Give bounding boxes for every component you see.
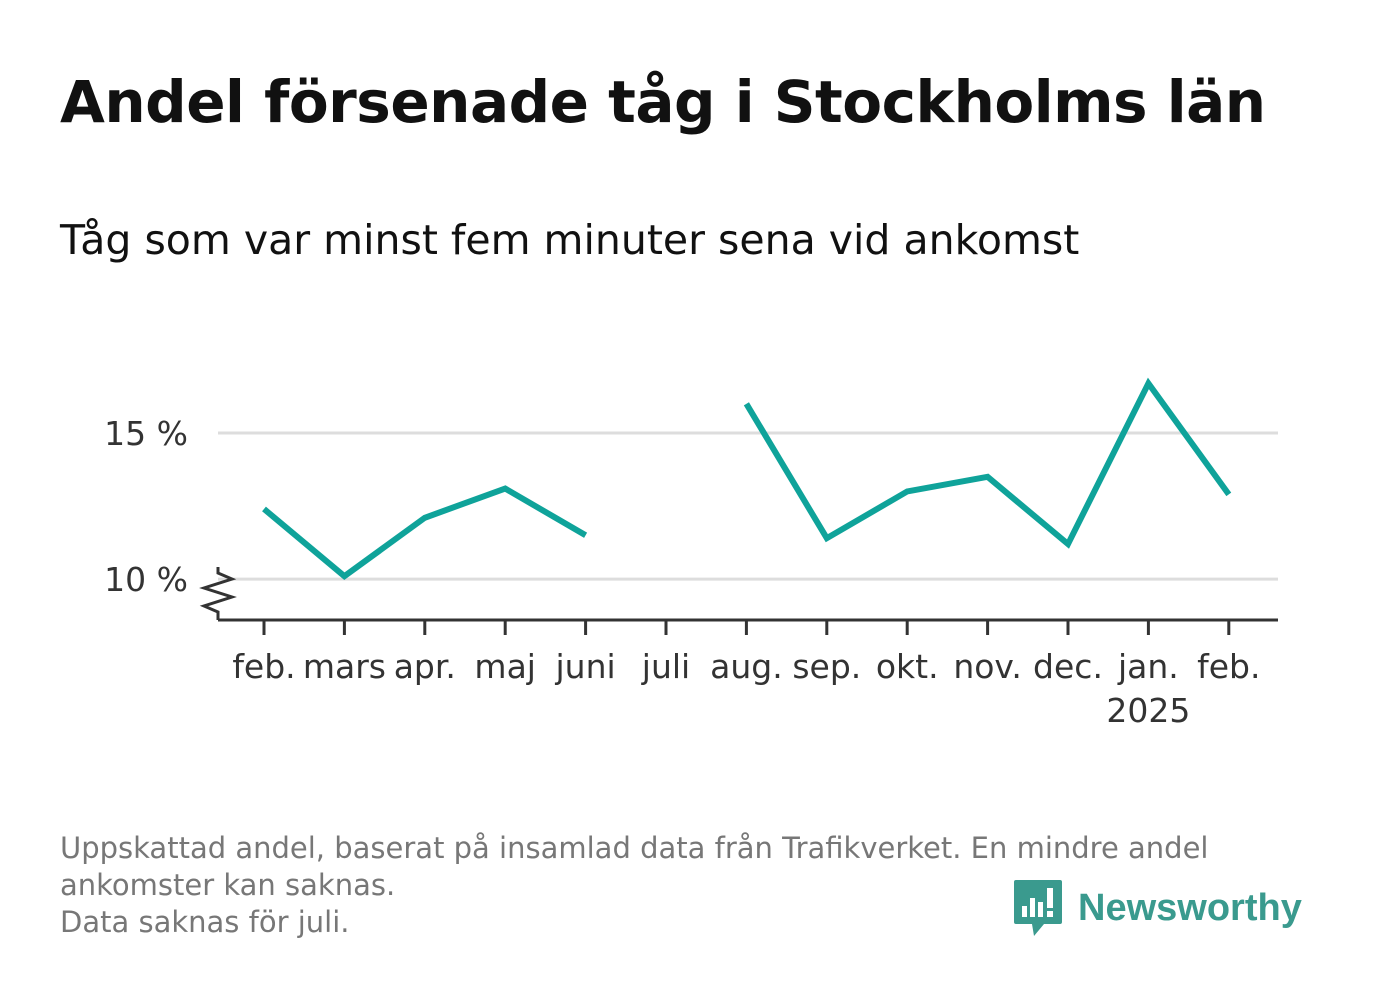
data-point bbox=[502, 486, 508, 492]
data-point bbox=[824, 535, 830, 541]
axis-break-mark bbox=[199, 567, 237, 620]
x-tick-label: maj bbox=[474, 647, 536, 686]
data-point bbox=[583, 532, 589, 538]
x-tick-label: feb. bbox=[1197, 647, 1260, 686]
data-point bbox=[743, 401, 749, 407]
data-point bbox=[985, 474, 991, 480]
grid-layer bbox=[218, 431, 1278, 581]
label-layer: 10 %15 %feb. mars apr. maj juni juli aug. sep. o… bbox=[104, 414, 1260, 730]
data-point bbox=[1065, 541, 1071, 547]
x-tick-label: sep. bbox=[792, 647, 861, 686]
footnote-line-2: ankomster kan saknas. bbox=[60, 868, 396, 902]
axis-layer bbox=[199, 567, 1278, 635]
data-point bbox=[422, 515, 428, 521]
x-tick-label: aug. bbox=[710, 647, 783, 686]
x-tick-label: juli bbox=[641, 647, 690, 686]
brand-name: Newsworthy bbox=[1078, 886, 1302, 929]
x-tick-label: mars bbox=[303, 647, 386, 686]
data-point bbox=[261, 506, 267, 512]
x-tick-label: okt. bbox=[876, 647, 939, 686]
x-tick-label: feb. bbox=[232, 647, 295, 686]
data-point bbox=[1145, 380, 1151, 386]
newsworthy-logo[interactable]: Newsworthy bbox=[1012, 878, 1302, 938]
footnote: Uppskattad andel, baserat på insamlad da… bbox=[60, 830, 1320, 941]
y-tick-label: 10 % bbox=[104, 560, 188, 599]
x-tick-label: apr. bbox=[394, 647, 456, 686]
y-tick-label: 15 % bbox=[104, 414, 188, 453]
data-point bbox=[341, 573, 347, 579]
newsworthy-logo-icon bbox=[1014, 880, 1062, 936]
x-tick-label: jan. bbox=[1117, 647, 1179, 686]
data-point bbox=[1226, 491, 1232, 497]
chart-title: Andel försenade tåg i Stockholms län bbox=[60, 68, 1266, 136]
series-line bbox=[743, 377, 1232, 549]
x-tick-sublabel: 2025 bbox=[1106, 691, 1190, 730]
x-tick-label: juni bbox=[555, 647, 616, 686]
series-line bbox=[262, 485, 588, 580]
x-tick-label: dec. bbox=[1033, 647, 1103, 686]
footnote-line-1: Uppskattad andel, baserat på insamlad da… bbox=[60, 831, 1209, 865]
line-chart: 10 %15 %feb. mars apr. maj juni juli aug. sep. o… bbox=[104, 377, 1278, 730]
x-tick-label: nov. bbox=[953, 647, 1022, 686]
series-layer bbox=[261, 377, 1232, 580]
footnote-line-3: Data saknas för juli. bbox=[60, 905, 350, 939]
chart-subtitle: Tåg som var minst fem minuter sena vid a… bbox=[60, 216, 1080, 264]
data-point bbox=[904, 488, 910, 494]
